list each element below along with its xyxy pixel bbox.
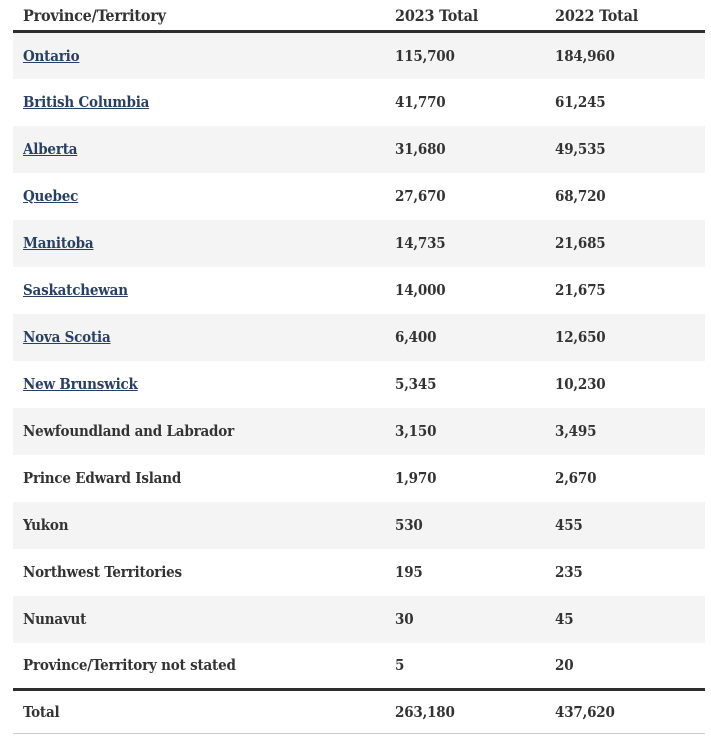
value-2022: 3,495	[555, 422, 597, 440]
table-row: Northwest Territories 195 235	[13, 549, 705, 596]
province-link[interactable]: Manitoba	[23, 234, 94, 252]
province-cell: Province/Territory not stated	[13, 643, 385, 690]
value-2022: 20	[555, 656, 574, 675]
province-link[interactable]: Alberta	[23, 140, 78, 158]
value-2023: 41,770	[395, 93, 446, 111]
province-cell: New Brunswick	[13, 361, 385, 408]
value-2022: 61,245	[555, 93, 606, 111]
total-value-2022: 437,620	[545, 688, 705, 734]
value-2023: 1,970	[395, 469, 437, 487]
province-label: Nunavut	[23, 610, 87, 628]
province-cell: Northwest Territories	[13, 549, 385, 596]
province-link[interactable]: Ontario	[23, 46, 80, 65]
value-2023: 30	[395, 610, 414, 628]
table-row: Province/Territory not stated 5 20	[13, 643, 705, 690]
total-label: Total	[13, 688, 385, 734]
value-2022: 184,960	[555, 46, 615, 65]
province-link[interactable]: Nova Scotia	[23, 328, 111, 346]
value-2022: 68,720	[555, 187, 606, 205]
province-cell: Newfoundland and Labrador	[13, 408, 385, 455]
table-row: New Brunswick 5,345 10,230	[13, 361, 705, 408]
province-territory-table: Province/Territory 2023 Total 2022 Total…	[13, 0, 705, 734]
province-link[interactable]: Saskatchewan	[23, 281, 128, 299]
value-2022: 49,535	[555, 140, 606, 158]
province-label: Yukon	[23, 516, 69, 534]
col-header-province: Province/Territory	[13, 0, 385, 33]
col-header-2023-total: 2023 Total	[385, 0, 545, 33]
table-row: Alberta 31,680 49,535	[13, 125, 705, 173]
value-2023: 14,735	[395, 234, 446, 252]
value-2023: 31,680	[395, 140, 446, 158]
value-2023: 5,345	[395, 375, 437, 393]
province-cell: Prince Edward Island	[13, 455, 385, 502]
total-value-2023: 263,180	[385, 688, 545, 734]
province-cell: British Columbia	[13, 79, 385, 126]
table-row: Saskatchewan 14,000 21,675	[13, 267, 705, 314]
value-2023: 27,670	[395, 187, 446, 205]
col-header-2022-total: 2022 Total	[545, 0, 705, 33]
header-row: Province/Territory 2023 Total 2022 Total	[13, 0, 705, 33]
province-cell: Manitoba	[13, 220, 385, 267]
province-cell: Alberta	[13, 126, 385, 173]
value-2022: 21,675	[555, 281, 606, 299]
province-link[interactable]: British Columbia	[23, 93, 150, 111]
value-2023: 5	[395, 656, 405, 675]
value-2022: 2,670	[555, 469, 597, 487]
table-row: Manitoba 14,735 21,685	[13, 219, 705, 267]
province-cell: Ontario	[13, 32, 385, 79]
table-row: Quebec 27,670 68,720	[13, 173, 705, 220]
province-label: Province/Territory not stated	[23, 656, 236, 675]
value-2022: 45	[555, 610, 574, 628]
value-2023: 530	[395, 516, 423, 534]
value-2022: 21,685	[555, 234, 606, 252]
value-2023: 3,150	[395, 422, 437, 440]
table-row: Nova Scotia 6,400 12,650	[13, 313, 705, 361]
province-link[interactable]: Quebec	[23, 187, 79, 205]
province-label: Prince Edward Island	[23, 469, 182, 487]
value-2023: 195	[395, 563, 423, 581]
value-2023: 6,400	[395, 328, 437, 346]
value-2022: 12,650	[555, 328, 606, 346]
value-2022: 235	[555, 563, 583, 581]
province-label: Northwest Territories	[23, 563, 182, 581]
province-cell: Nova Scotia	[13, 314, 385, 361]
province-cell: Saskatchewan	[13, 267, 385, 314]
province-link[interactable]: New Brunswick	[23, 375, 138, 393]
province-cell: Quebec	[13, 173, 385, 220]
value-2023: 14,000	[395, 281, 446, 299]
value-2022: 10,230	[555, 375, 606, 393]
table-row: Yukon 530 455	[13, 501, 705, 549]
value-2023: 115,700	[395, 46, 455, 65]
table-row: Newfoundland and Labrador 3,150 3,495	[13, 407, 705, 455]
total-row: Total 263,180 437,620	[13, 688, 705, 734]
value-2022: 455	[555, 516, 583, 534]
table-row: British Columbia 41,770 61,245	[13, 79, 705, 126]
table-row: Ontario 115,700 184,960	[13, 31, 705, 79]
province-cell: Yukon	[13, 502, 385, 549]
table-row: Prince Edward Island 1,970 2,670	[13, 455, 705, 502]
table-row: Nunavut 30 45	[13, 595, 705, 643]
province-cell: Nunavut	[13, 596, 385, 643]
province-label: Newfoundland and Labrador	[23, 422, 234, 440]
